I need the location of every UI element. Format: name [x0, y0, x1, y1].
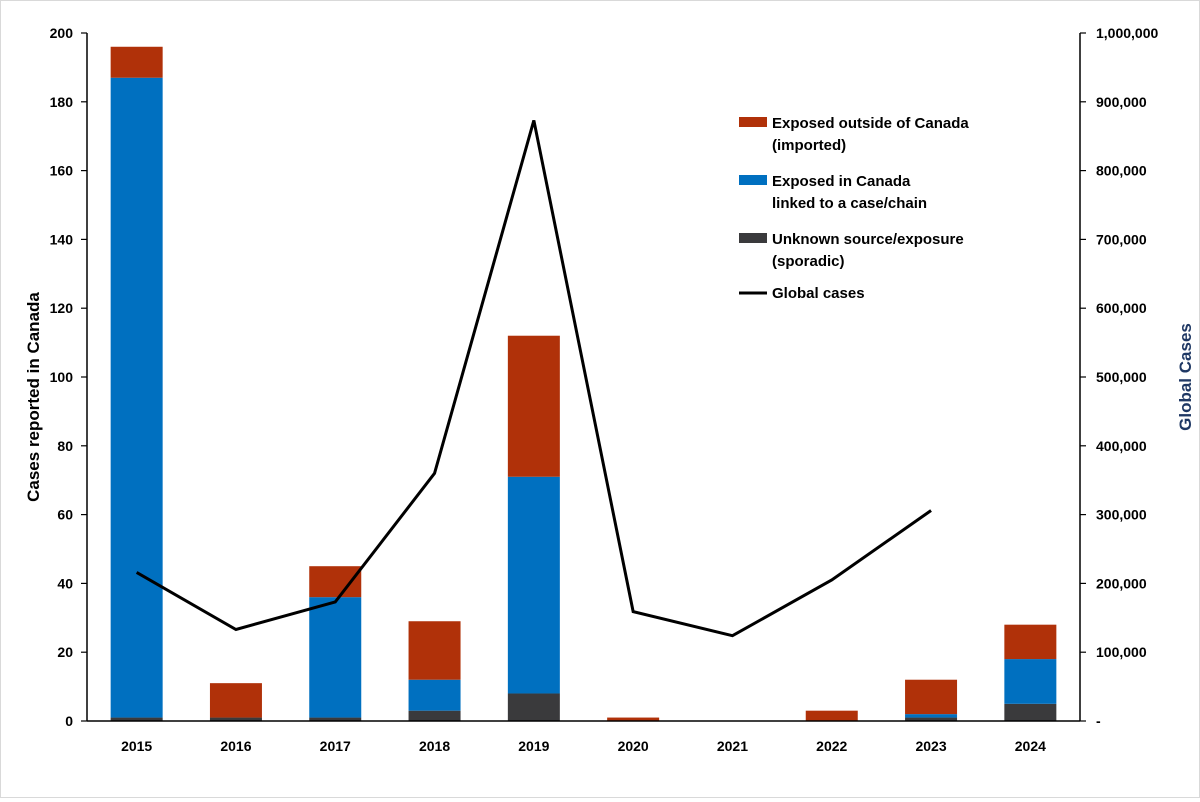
- y2-axis-title: Global Cases: [1176, 323, 1195, 431]
- bar-2015-series-0: [110, 717, 163, 721]
- bar-2016-series-0: [209, 717, 262, 721]
- y-tick-label: 120: [50, 300, 74, 316]
- x-tick-label: 2023: [915, 738, 946, 754]
- bar-2016-series-2: [209, 683, 262, 718]
- y2-tick-label: 500,000: [1096, 369, 1147, 385]
- y-tick-label: 160: [50, 163, 74, 179]
- bar-2019-series-2: [507, 335, 560, 477]
- x-tick-label: 2018: [419, 738, 450, 754]
- y-tick-label: 180: [50, 94, 74, 110]
- global-cases-line: [135, 119, 932, 638]
- x-tick-label: 2022: [816, 738, 847, 754]
- legend-swatch: [739, 175, 767, 185]
- y2-tick-label: -: [1096, 713, 1101, 729]
- y2-tick-label: 100,000: [1096, 644, 1147, 660]
- y2-tick-label: 200,000: [1096, 575, 1147, 591]
- y-tick-label: 140: [50, 231, 74, 247]
- y-tick-label: 20: [57, 644, 73, 660]
- y2-tick-label: 400,000: [1096, 438, 1147, 454]
- axes-layer: 0 20 40 60 80 100 120 140 160 180 200 - 100,000 200,0…: [50, 25, 1159, 754]
- legend-label: linked to a case/chain: [772, 195, 927, 212]
- legend-swatch: [739, 233, 767, 243]
- legend: Exposed outside of Canada (imported) Expos…: [739, 115, 969, 302]
- legend-label: Global cases: [772, 285, 865, 302]
- x-tick-label: 2017: [320, 738, 351, 754]
- x-tick-label: 2021: [717, 738, 748, 754]
- legend-label: Exposed outside of Canada: [772, 115, 969, 132]
- y-tick-label: 40: [57, 575, 73, 591]
- x-tick-label: 2024: [1015, 738, 1046, 754]
- x-tick-label: 2016: [220, 738, 251, 754]
- y-tick-label: 200: [50, 25, 74, 41]
- legend-label: (imported): [772, 137, 846, 154]
- y2-tick-label: 600,000: [1096, 300, 1147, 316]
- bar-2023-series-1: [905, 714, 958, 718]
- legend-label: (sporadic): [772, 253, 845, 270]
- bar-2023-series-2: [905, 679, 958, 715]
- y-tick-label: 100: [50, 369, 74, 385]
- bar-2018-series-0: [408, 710, 461, 721]
- y-tick-label: 0: [65, 713, 73, 729]
- bar-2024-series-2: [1004, 624, 1057, 660]
- bar-2024-series-0: [1004, 703, 1057, 721]
- bar-2022-series-2: [805, 710, 858, 721]
- y-tick-label: 80: [57, 438, 73, 454]
- x-tick-label: 2019: [518, 738, 549, 754]
- legend-label: Unknown source/exposure: [772, 231, 964, 248]
- bar-2018-series-1: [408, 679, 461, 711]
- y2-tick-label: 800,000: [1096, 163, 1147, 179]
- bar-2024-series-1: [1004, 659, 1057, 704]
- bar-2019-series-0: [507, 693, 560, 721]
- bar-2015-series-2: [110, 46, 163, 78]
- bar-2017-series-2: [309, 566, 362, 598]
- bar-2017-series-1: [309, 597, 362, 718]
- bar-2018-series-2: [408, 621, 461, 680]
- bar-2019-series-1: [507, 476, 560, 694]
- bar-2020-series-2: [607, 717, 660, 721]
- bar-2017-series-0: [309, 717, 362, 721]
- legend-swatch: [739, 117, 767, 127]
- bar-2015-series-1: [110, 77, 163, 718]
- bar-2023-series-0: [905, 717, 958, 721]
- line-layer: [135, 119, 932, 638]
- y2-tick-label: 1,000,000: [1096, 25, 1158, 41]
- y-tick-label: 60: [57, 507, 73, 523]
- x-tick-label: 2020: [618, 738, 649, 754]
- y-axis-title: Cases reported in Canada: [24, 292, 43, 502]
- x-tick-label: 2015: [121, 738, 152, 754]
- y2-tick-label: 900,000: [1096, 94, 1147, 110]
- y2-tick-label: 700,000: [1096, 231, 1147, 247]
- y2-tick-label: 300,000: [1096, 507, 1147, 523]
- legend-label: Exposed in Canada: [772, 173, 911, 190]
- bars-layer: [110, 46, 1057, 721]
